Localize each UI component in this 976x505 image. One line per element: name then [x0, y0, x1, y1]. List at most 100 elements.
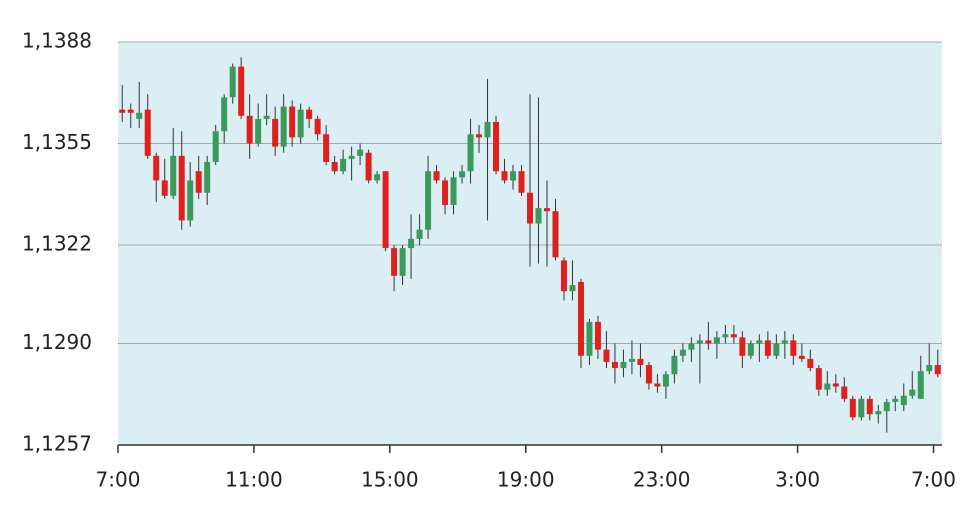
- candle-body: [467, 134, 474, 172]
- candle-body: [764, 340, 771, 356]
- candle-body: [594, 321, 601, 350]
- candle-body: [399, 248, 406, 276]
- candle-body: [476, 134, 483, 138]
- candle-body: [560, 260, 567, 292]
- candle-body: [671, 355, 678, 375]
- candle-body: [858, 398, 865, 418]
- candle-body: [552, 211, 559, 258]
- candle-body: [348, 155, 355, 159]
- candle-body: [178, 155, 185, 221]
- candle-body: [136, 112, 143, 119]
- candle-body: [543, 208, 550, 212]
- candle-body: [586, 321, 593, 356]
- candle-body: [238, 66, 245, 116]
- candle-body: [866, 398, 873, 415]
- candle-body: [204, 161, 211, 193]
- candle-body: [212, 131, 219, 162]
- candle-body: [297, 109, 304, 138]
- candle-body: [628, 358, 635, 362]
- candle-body: [331, 161, 338, 172]
- x-tick-label: 7:00: [96, 468, 141, 492]
- candle-body: [688, 343, 695, 350]
- candle-body: [501, 171, 508, 181]
- candle-body: [374, 174, 381, 181]
- candle-body: [705, 340, 712, 344]
- candle-body: [756, 340, 763, 344]
- y-tick-label: 1,1388: [22, 29, 92, 53]
- candle-body: [798, 355, 805, 359]
- candle-body: [781, 340, 788, 344]
- candle-body: [221, 97, 228, 132]
- x-tick-label: 19:00: [497, 468, 555, 492]
- candle-body: [314, 118, 321, 135]
- candle-body: [620, 361, 627, 369]
- candle-body: [645, 365, 652, 384]
- y-tick-label: 1,1355: [22, 130, 92, 154]
- candle-body: [170, 155, 177, 196]
- x-tick-label: 7:00: [911, 468, 956, 492]
- candle-body: [323, 134, 330, 162]
- candle-body: [306, 109, 313, 119]
- candle-body: [391, 248, 398, 276]
- candle-body: [263, 115, 270, 119]
- x-tick-label: 3:00: [775, 468, 820, 492]
- candle-body: [433, 171, 440, 181]
- candle-body: [662, 374, 669, 387]
- candle-body: [747, 343, 754, 356]
- candle-body: [280, 106, 287, 147]
- candle-body: [773, 343, 780, 356]
- y-tick-label: 1,1290: [22, 330, 92, 354]
- y-tick-label: 1,1257: [22, 432, 92, 456]
- candle-body: [289, 106, 296, 138]
- candle-body: [824, 383, 831, 390]
- candle-body: [195, 171, 202, 193]
- candle-body: [790, 340, 797, 356]
- candle-body: [144, 109, 151, 156]
- candle-body: [246, 115, 253, 144]
- candle-body: [883, 401, 890, 412]
- candle-body: [518, 171, 525, 193]
- candle-body: [807, 358, 814, 369]
- candle-body: [340, 158, 347, 172]
- candle-body: [416, 229, 423, 239]
- candle-body: [255, 118, 262, 144]
- candle-body: [892, 398, 899, 402]
- candle-body: [815, 368, 822, 390]
- candle-body: [229, 66, 236, 98]
- candle-body: [442, 180, 449, 206]
- candle-body: [527, 192, 533, 224]
- candle-body: [926, 365, 933, 372]
- candle-body: [730, 334, 737, 338]
- candle-body: [127, 109, 134, 113]
- x-tick-label: 23:00: [633, 468, 691, 492]
- candle-body: [679, 349, 686, 356]
- candle-body: [739, 337, 746, 356]
- candle-body: [161, 180, 168, 196]
- candle-body: [637, 358, 644, 366]
- candle-body: [459, 171, 466, 178]
- candle-body: [493, 121, 500, 172]
- candle-body: [603, 349, 610, 362]
- candle-body: [365, 152, 372, 181]
- candle-body: [408, 238, 415, 249]
- candle-body: [272, 118, 279, 147]
- candle-body: [119, 109, 126, 113]
- candle-body: [832, 383, 839, 387]
- x-tick-label: 11:00: [225, 468, 283, 492]
- candle-body: [425, 171, 432, 230]
- candle-body: [654, 383, 661, 387]
- candle-body: [722, 334, 729, 338]
- candle-body: [569, 285, 576, 292]
- candle-body: [696, 340, 703, 344]
- candle-body: [153, 155, 160, 181]
- candle-body: [713, 337, 720, 344]
- candle-body: [535, 208, 542, 224]
- candle-body: [611, 361, 618, 369]
- candle-body: [909, 389, 916, 396]
- candle-body: [382, 171, 389, 249]
- candle-body: [917, 371, 924, 399]
- candle-body: [450, 177, 457, 206]
- candle-body: [357, 149, 364, 156]
- candle-body: [577, 281, 584, 356]
